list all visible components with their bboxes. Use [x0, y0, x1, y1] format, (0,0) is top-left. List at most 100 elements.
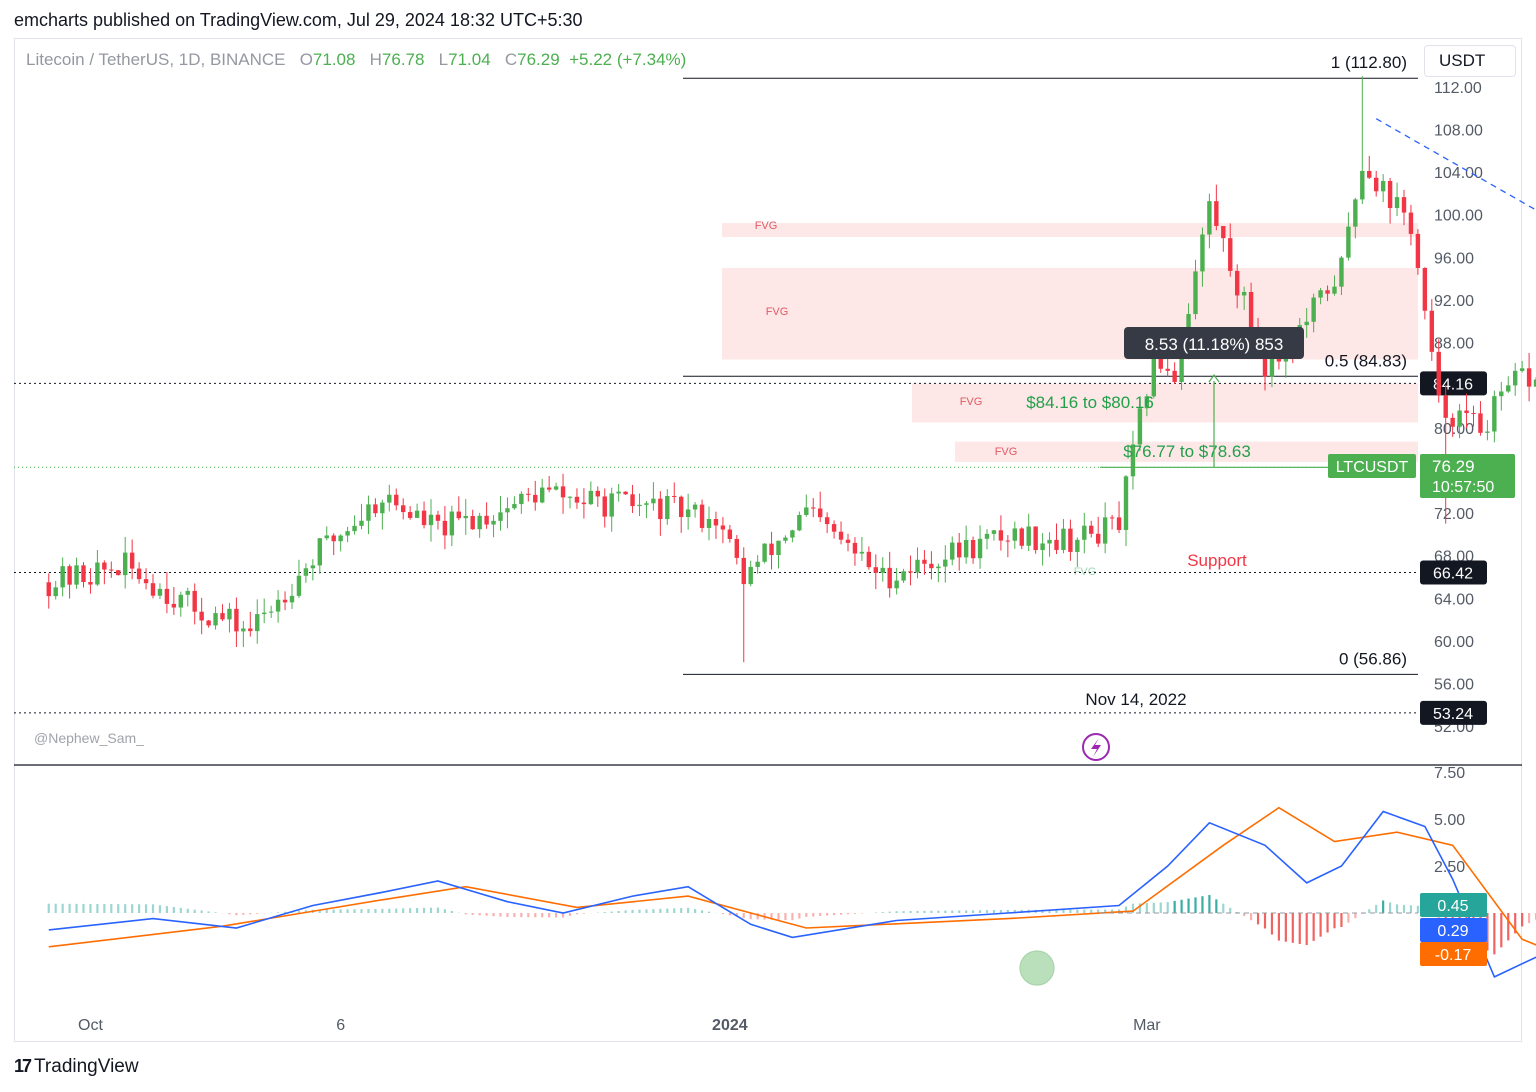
price-tick-label: 108.00: [1434, 122, 1483, 139]
candle-body: [1332, 286, 1337, 294]
candle-body: [435, 514, 441, 521]
candle-body: [289, 595, 295, 603]
price-line-tag-label: 84.16: [1433, 376, 1473, 393]
macd-tick-label: 2.50: [1434, 859, 1465, 876]
candle-body: [1130, 444, 1136, 477]
candle-body: [748, 566, 753, 585]
candle-body: [1429, 310, 1434, 352]
candle-body: [414, 510, 420, 518]
candle-body: [1096, 533, 1101, 544]
candle-body: [818, 508, 823, 518]
candle-body: [720, 525, 726, 530]
change-value: +5.22 (+7.34%): [569, 50, 687, 69]
currency-button[interactable]: USDT: [1424, 45, 1516, 77]
fvg-label: FVG: [995, 446, 1018, 458]
time-tick-label: 2024: [712, 1017, 748, 1034]
fvg-zone: [955, 441, 1418, 462]
candle-body: [1228, 238, 1233, 271]
candle-body: [1082, 525, 1087, 540]
price-tick-label: 72.00: [1434, 506, 1474, 523]
candle-body: [143, 579, 149, 584]
fib-level-label: 1 (112.80): [1331, 53, 1407, 72]
high-label: H: [369, 50, 382, 69]
candle-body: [769, 543, 774, 556]
candle-body: [887, 567, 892, 589]
last-price-tag: [1420, 454, 1515, 498]
candle-body: [1464, 410, 1469, 414]
candle-body: [241, 628, 246, 632]
price-tick-label: 100.00: [1434, 208, 1483, 225]
candle-body: [630, 494, 635, 507]
macd-line: [48, 810, 1536, 978]
candle-body: [366, 504, 371, 521]
low-value: 71.04: [448, 50, 491, 69]
measure-label: 8.53 (11.18%) 853: [1145, 335, 1284, 354]
candle-body: [873, 567, 878, 573]
candle-body: [1109, 517, 1115, 519]
candle-body: [338, 535, 343, 542]
candle-body: [178, 594, 183, 608]
candle-body: [1325, 290, 1330, 294]
price-tick-label: 104.00: [1434, 165, 1483, 182]
candle-body: [574, 496, 580, 503]
candle-body: [1193, 271, 1198, 315]
candle-body: [1116, 517, 1122, 530]
candle-body: [998, 530, 1004, 541]
candle-body: [734, 539, 739, 558]
candle-body: [1269, 352, 1275, 377]
candle-body: [220, 613, 225, 620]
candle-body: [1387, 180, 1393, 208]
close-value: 76.29: [517, 50, 560, 69]
lightning-icon: [1091, 738, 1101, 757]
candle-body: [60, 566, 65, 588]
candle-body: [616, 491, 621, 494]
candle-body: [706, 518, 712, 528]
candle-body: [352, 525, 357, 532]
candle-body: [199, 611, 204, 621]
candle-body: [185, 590, 190, 595]
candle-body: [1019, 528, 1024, 546]
candle-body: [463, 516, 468, 519]
candle-body: [560, 486, 566, 498]
measure-label-box: [1124, 327, 1304, 359]
candle-body: [1047, 539, 1052, 544]
tradingview-logo[interactable]: 17 TradingView: [14, 1056, 139, 1078]
candle-body: [394, 494, 399, 506]
candle-body: [1179, 345, 1184, 382]
candle-body: [1519, 368, 1525, 371]
candle-body: [526, 493, 531, 495]
candle-body: [484, 515, 489, 525]
candle-body: [901, 571, 906, 581]
macd-value-tag-label: 0.29: [1437, 923, 1468, 940]
candle-body: [1443, 395, 1448, 418]
price-tick-label: 56.00: [1434, 677, 1474, 694]
candle-body: [1033, 526, 1038, 551]
candle-body: [428, 514, 434, 526]
open-label: O: [299, 50, 313, 69]
range-annotation: $76.77 to $78.63: [1123, 442, 1251, 461]
candle-body: [1207, 201, 1212, 235]
price-tick-label: 80.00: [1434, 421, 1474, 438]
candle-body: [623, 491, 628, 495]
candle-body: [116, 570, 121, 576]
candle-body: [296, 575, 302, 596]
candle-body: [658, 498, 663, 520]
candle-body: [852, 542, 858, 554]
date-annotation: Nov 14, 2022: [1085, 690, 1186, 709]
candle-body: [81, 565, 86, 583]
price-tick-label: 88.00: [1434, 336, 1474, 353]
candle-body: [1353, 199, 1358, 227]
price-tick-label: 92.00: [1434, 293, 1474, 310]
candle-body: [1304, 321, 1309, 326]
candle-body: [359, 520, 364, 526]
candle-body: [1360, 170, 1365, 200]
candle-body: [762, 543, 767, 562]
candle-body: [123, 552, 128, 576]
candle-body: [248, 628, 253, 632]
candle-body: [679, 496, 684, 518]
candle-body: [310, 565, 316, 569]
candle-body: [609, 493, 614, 517]
candle-body: [783, 537, 788, 541]
time-tick-label: Oct: [78, 1017, 103, 1034]
